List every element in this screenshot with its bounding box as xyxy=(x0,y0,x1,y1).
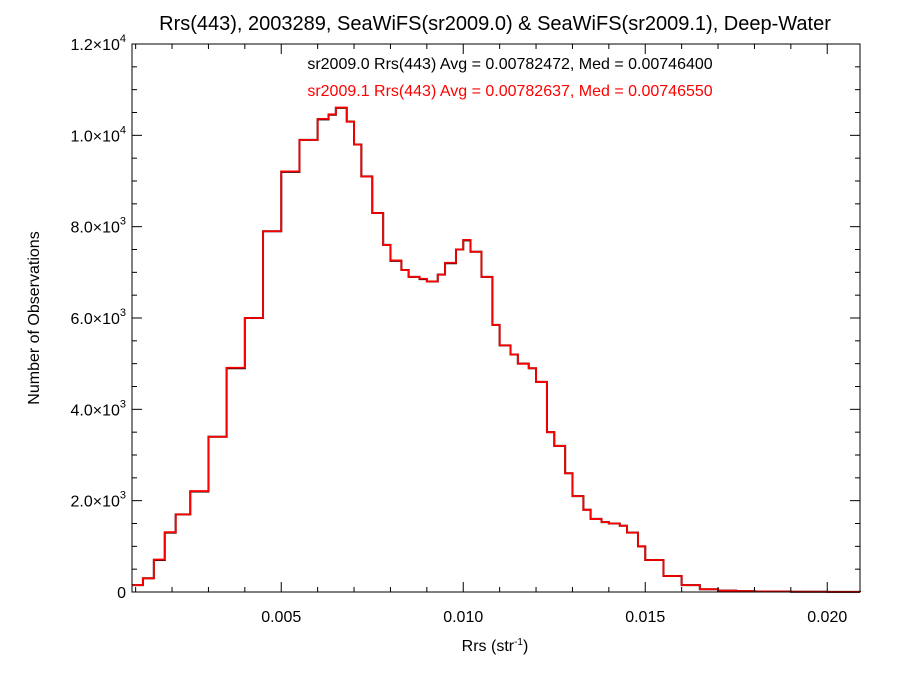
y-tick-label: 0 xyxy=(117,585,126,602)
x-axis-label-main: Rrs (str xyxy=(462,638,515,655)
y-tick-label: 6.0×103 xyxy=(70,307,126,328)
legend-line-1: sr2009.0 Rrs(443) Avg = 0.00782472, Med … xyxy=(307,56,712,73)
x-tick-label: 0.010 xyxy=(443,609,483,626)
series-line-2 xyxy=(132,106,861,593)
x-tick-label: 0.015 xyxy=(625,609,665,626)
legend-line-2: sr2009.1 Rrs(443) Avg = 0.00782637, Med … xyxy=(307,83,712,100)
y-tick-label: 8.0×103 xyxy=(70,216,126,237)
y-tick-label: 4.0×103 xyxy=(70,398,126,419)
y-tick-label: 2.0×103 xyxy=(70,490,126,511)
y-axis-label: Number of Observations xyxy=(26,231,43,404)
x-axis-label: Rrs (str-1) xyxy=(462,637,529,655)
x-axis-label-sup: -1 xyxy=(514,637,523,648)
series-layer xyxy=(132,106,861,593)
y-tick-label: 1.2×104 xyxy=(70,33,126,54)
x-axis-label-close: ) xyxy=(523,638,528,655)
series-line-1 xyxy=(132,106,861,593)
x-tick-label: 0.020 xyxy=(807,609,847,626)
plot-frame xyxy=(131,43,861,593)
ticks-layer: 0.005 0.010 0.015 0.020 0 2.0×103 4.0×103 6.0×1… xyxy=(70,33,860,626)
x-tick-label: 0.005 xyxy=(261,609,301,626)
chart-title: Rrs(443), 2003289, SeaWiFS(sr2009.0) & S… xyxy=(159,13,831,35)
y-tick-label: 1.0×104 xyxy=(70,124,126,145)
